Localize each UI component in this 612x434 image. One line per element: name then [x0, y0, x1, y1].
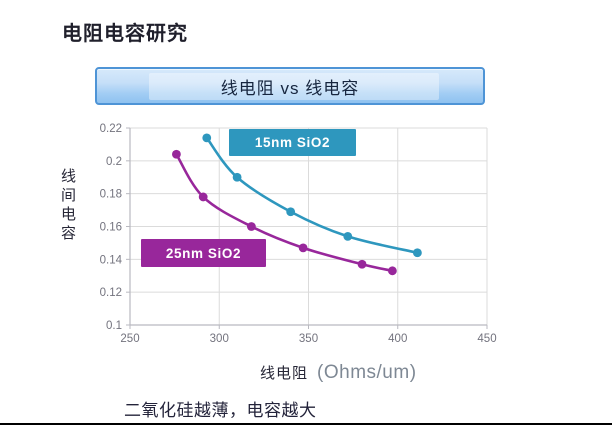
page-title: 电阻电容研究	[62, 23, 188, 45]
data-point	[412, 248, 422, 258]
legend-15nm-label: 15nm SiO2	[254, 135, 331, 150]
data-point	[198, 192, 208, 202]
chart: 250 300 350 400 450 0.22 0.2 0.18 0.16 0.14 0.12 0.…	[0, 110, 612, 400]
banner-label: 线电阻 vs 线电容	[220, 78, 360, 98]
banner: 线电阻 vs 线电容	[95, 67, 485, 105]
data-point	[298, 243, 308, 253]
bottom-rule	[0, 423, 612, 425]
data-point	[286, 207, 296, 217]
y-axis-title: 线间电容	[60, 168, 76, 242]
y-tick-label: 0.2	[106, 156, 122, 168]
x-axis-title-unit: (Ohms/um)	[317, 362, 417, 383]
data-point	[246, 222, 256, 231]
y-tick-label: 0.18	[100, 189, 122, 201]
data-point	[202, 133, 212, 143]
x-tick-label: 300	[210, 333, 229, 345]
legend-25nm-label: 25nm SiO2	[165, 245, 242, 261]
y-tick-label: 0.22	[100, 123, 122, 135]
data-point	[172, 149, 181, 159]
data-point	[232, 172, 242, 182]
y-tick-label: 0.1	[106, 320, 122, 332]
banner-highlight	[149, 73, 439, 100]
x-axis-title: 线电阻 (Ohms/um)	[260, 362, 417, 384]
x-axis-title-cjk: 线电阻	[260, 365, 309, 382]
x-tick-label: 350	[299, 333, 318, 345]
legend-15nm-sio2: 15nm SiO2	[229, 129, 356, 156]
y-tick-label: 0.12	[100, 287, 122, 299]
data-point	[387, 266, 397, 276]
x-tick-label: 450	[477, 333, 496, 345]
y-tick-label: 0.14	[100, 254, 123, 266]
data-point	[343, 231, 353, 241]
y-tick-label: 0.16	[100, 222, 122, 234]
x-tick-label: 250	[120, 333, 139, 345]
chart-canvas: 250 300 350 400 450 0.22 0.2 0.18 0.16 0.14 0.12 0.…	[100, 123, 497, 345]
legend-25nm-sio2: 25nm SiO2	[141, 239, 266, 267]
caption: 二氧化硅越薄，电容越大	[124, 401, 317, 420]
data-point	[357, 259, 367, 269]
x-tick-label: 400	[388, 333, 407, 345]
